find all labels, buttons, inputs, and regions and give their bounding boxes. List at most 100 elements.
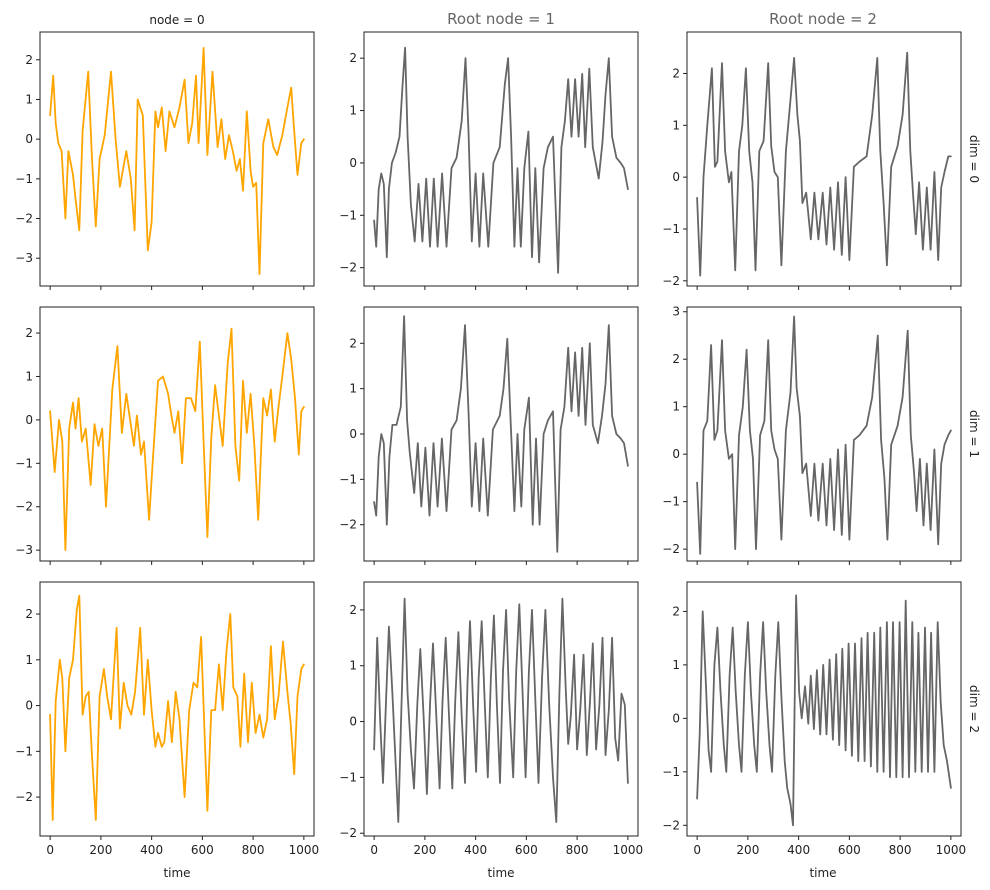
x-tick-label: 0 bbox=[46, 843, 54, 857]
x-tick-label: 1000 bbox=[289, 843, 320, 857]
x-tick-label: 200 bbox=[736, 843, 759, 857]
y-tick-label: 2 bbox=[349, 336, 357, 350]
y-tick-label: 1 bbox=[25, 92, 33, 106]
y-tick-label: 0 bbox=[672, 447, 680, 461]
x-tick-label: 800 bbox=[242, 843, 265, 857]
y-tick-label: 0 bbox=[25, 413, 33, 427]
x-tick-label: 0 bbox=[370, 843, 378, 857]
y-tick-label: 0 bbox=[25, 699, 33, 713]
y-tick-label: 0 bbox=[25, 132, 33, 146]
y-tick-label: −2 bbox=[15, 500, 33, 514]
panel-frame-r2-c2 bbox=[686, 581, 962, 837]
y-tick-label: 1 bbox=[25, 653, 33, 667]
x-tick-label: 0 bbox=[693, 843, 701, 857]
y-tick-label: −1 bbox=[339, 472, 357, 486]
x-tick-label: 600 bbox=[515, 843, 538, 857]
y-tick-label: 3 bbox=[672, 305, 680, 319]
y-tick-label: 2 bbox=[25, 53, 33, 67]
series-line-r0-c1 bbox=[373, 46, 629, 274]
panel-r0-c2: −2 −1 0 1 2 bbox=[662, 31, 962, 290]
panel-r1-c0: −3 −2 −1 0 1 2 bbox=[15, 306, 315, 565]
panel-frame-r2-c0 bbox=[39, 581, 315, 837]
panel-r1-c2: −2 −1 0 1 2 3 bbox=[662, 305, 962, 565]
panel-frame-r0-c0 bbox=[39, 31, 315, 287]
y-tick-label: −1 bbox=[15, 172, 33, 186]
y-tick-label: 1 bbox=[672, 118, 680, 132]
row-title-dim-1: dim = 1 bbox=[967, 410, 981, 458]
y-tick-label: −1 bbox=[339, 208, 357, 222]
x-tick-label: 600 bbox=[191, 843, 214, 857]
y-tick-label: 0 bbox=[349, 427, 357, 441]
y-tick-label: 0 bbox=[349, 715, 357, 729]
row-title-dim-2: dim = 2 bbox=[967, 685, 981, 733]
y-tick-label: −1 bbox=[662, 495, 680, 509]
y-tick-label: 2 bbox=[25, 607, 33, 621]
panel-frame-r1-c2 bbox=[686, 306, 962, 562]
y-tick-label: −2 bbox=[15, 212, 33, 226]
panel-frame-r0-c1 bbox=[363, 31, 639, 287]
panel-r2-c0: −2 −1 0 1 2 0 200 400 600 800 1000 bbox=[15, 581, 320, 857]
x-tick-label: 200 bbox=[413, 843, 436, 857]
y-tick-label: −1 bbox=[662, 765, 680, 779]
y-tick-label: −2 bbox=[339, 518, 357, 532]
y-tick-label: 0 bbox=[672, 711, 680, 725]
panel-group: −3−2−1012−2−1012−2−1012−3−2−1012−2−1012−… bbox=[15, 31, 967, 857]
x-tick-label: 400 bbox=[787, 843, 810, 857]
series-line-r1-c0 bbox=[49, 327, 305, 551]
panel-r1-c1: −2 −1 0 1 2 bbox=[339, 306, 639, 565]
y-tick-label: −2 bbox=[662, 542, 680, 556]
y-tick-label: −1 bbox=[662, 222, 680, 236]
panel-frame-r2-c1 bbox=[363, 581, 639, 837]
series-line-r2-c0 bbox=[49, 594, 305, 821]
y-tick-label: −2 bbox=[339, 261, 357, 275]
y-tick-label: 1 bbox=[672, 658, 680, 672]
y-tick-label: −1 bbox=[15, 456, 33, 470]
y-tick-label: 2 bbox=[672, 352, 680, 366]
x-tick-label: 400 bbox=[464, 843, 487, 857]
series-line-r0-c0 bbox=[49, 47, 305, 275]
y-tick-label: 2 bbox=[25, 326, 33, 340]
x-axis-label-col0: time bbox=[163, 866, 190, 880]
column-title-node-0: node = 0 bbox=[149, 13, 204, 27]
series-line-r1-c1 bbox=[373, 315, 629, 553]
y-tick-label: 2 bbox=[672, 66, 680, 80]
series-line-r1-c2 bbox=[696, 315, 952, 555]
series-line-r0-c2 bbox=[696, 51, 952, 277]
x-tick-label: 1000 bbox=[613, 843, 644, 857]
x-tick-label: 800 bbox=[889, 843, 912, 857]
y-tick-label: 2 bbox=[672, 604, 680, 618]
panel-frame-r1-c0 bbox=[39, 306, 315, 562]
panel-r0-c0: −3 −2 −1 0 1 2 bbox=[15, 31, 315, 290]
x-tick-label: 200 bbox=[89, 843, 112, 857]
y-tick-label: −3 bbox=[15, 543, 33, 557]
panel-r2-c2: −2 −1 0 1 2 0 200 400 600 800 1000 bbox=[662, 581, 967, 857]
y-tick-label: 1 bbox=[349, 104, 357, 118]
y-tick-label: 2 bbox=[349, 51, 357, 65]
y-tick-label: −2 bbox=[339, 826, 357, 840]
row-title-dim-0: dim = 0 bbox=[967, 135, 981, 183]
y-tick-label: 0 bbox=[672, 170, 680, 184]
x-tick-label: 600 bbox=[838, 843, 861, 857]
x-axis-label-col2: time bbox=[809, 866, 836, 880]
y-tick-label: 0 bbox=[349, 156, 357, 170]
y-tick-label: −1 bbox=[15, 744, 33, 758]
series-line-r2-c2 bbox=[696, 594, 952, 827]
x-axis-label-col1: time bbox=[487, 866, 514, 880]
y-tick-label: 2 bbox=[349, 603, 357, 617]
panel-frame-r0-c2 bbox=[686, 31, 962, 287]
y-tick-label: 1 bbox=[349, 659, 357, 673]
y-tick-label: 1 bbox=[25, 369, 33, 383]
column-title-root-node-1: Root node = 1 bbox=[447, 10, 555, 28]
x-tick-label: 800 bbox=[566, 843, 589, 857]
x-tick-label: 1000 bbox=[936, 843, 967, 857]
y-tick-label: −1 bbox=[339, 770, 357, 784]
y-tick-label: −2 bbox=[15, 790, 33, 804]
y-tick-label: −2 bbox=[662, 274, 680, 288]
panel-r2-c1: −2 −1 0 1 2 0 200 400 600 800 1000 bbox=[339, 581, 644, 857]
y-tick-label: −3 bbox=[15, 251, 33, 265]
x-tick-label: 400 bbox=[140, 843, 163, 857]
y-tick-label: 1 bbox=[349, 382, 357, 396]
y-tick-label: −2 bbox=[662, 818, 680, 832]
panel-r0-c1: −2 −1 0 1 2 bbox=[339, 31, 639, 290]
